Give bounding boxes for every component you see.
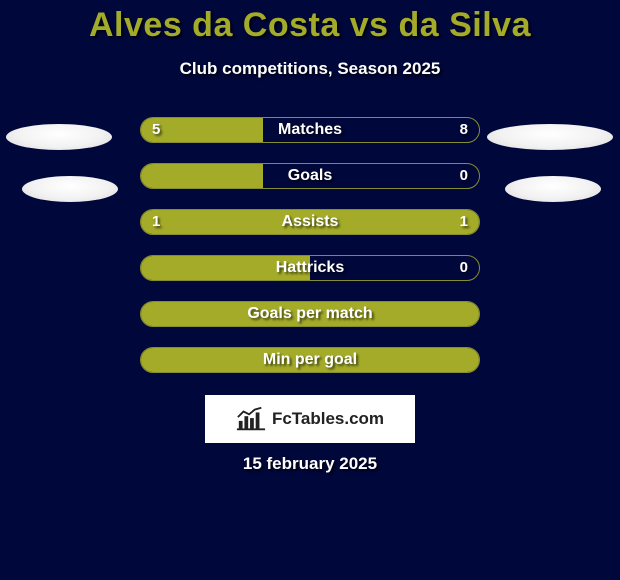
comparison-rows: 58Matches 0Goals 11Assists 0Hattricks Goals … (0, 117, 620, 373)
page-title: Alves da Costa vs da Silva (0, 0, 620, 45)
branding-label: FcTables.com (272, 409, 384, 429)
page-subtitle: Club competitions, Season 2025 (0, 59, 620, 79)
metric-label: Hattricks (140, 255, 480, 281)
date-label: 15 february 2025 (0, 454, 620, 474)
metric-label: Assists (140, 209, 480, 235)
branding-badge: FcTables.com (205, 395, 415, 443)
metric-label: Goals (140, 163, 480, 189)
comparison-row: Goals per match (0, 301, 620, 327)
comparison-row: 58Matches (0, 117, 620, 143)
comparison-row: 0Hattricks (0, 255, 620, 281)
comparison-row: Min per goal (0, 347, 620, 373)
metric-label: Min per goal (140, 347, 480, 373)
metric-label: Goals per match (140, 301, 480, 327)
metric-label: Matches (140, 117, 480, 143)
comparison-row: 11Assists (0, 209, 620, 235)
chart-icon (236, 407, 266, 431)
comparison-row: 0Goals (0, 163, 620, 189)
